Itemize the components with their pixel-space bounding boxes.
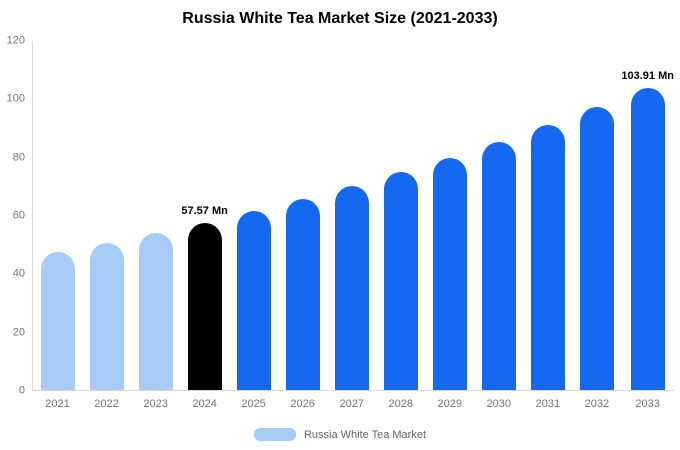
y-axis-tick: 60 <box>12 209 25 222</box>
x-axis-label: 2021 <box>45 398 70 410</box>
bar-slot: 2025 <box>229 41 278 410</box>
bar-2021 <box>40 252 75 390</box>
bar-slot: 2028 <box>376 41 425 410</box>
bar-value-label: 103.91 Mn <box>621 69 674 82</box>
bar-slot: 57.57 Mn 2024 <box>180 41 229 410</box>
bar-slot: 2021 <box>33 41 82 410</box>
x-axis-label: 2024 <box>192 398 217 410</box>
bar-2025 <box>236 211 271 390</box>
x-axis-label: 2022 <box>94 398 119 410</box>
x-axis-label: 2032 <box>584 398 610 410</box>
x-axis-label: 2033 <box>635 398 660 410</box>
bar-slot: 2026 <box>278 41 327 410</box>
y-axis-tick: 120 <box>6 34 25 47</box>
y-axis-tick: 80 <box>12 151 25 164</box>
bar-slot: 2031 <box>523 41 572 410</box>
y-axis-tick: 40 <box>12 267 25 280</box>
bar-2022 <box>89 243 124 390</box>
bar-2032 <box>579 107 614 390</box>
bar-slot: 2022 <box>82 41 131 410</box>
bar-2028 <box>383 172 418 390</box>
x-axis-label: 2027 <box>339 398 364 410</box>
y-axis-tick: 20 <box>12 326 25 339</box>
x-axis-label: 2030 <box>486 398 512 410</box>
bar-2026 <box>285 199 320 390</box>
chart-title: Russia White Tea Market Size (2021-2033) <box>182 10 498 27</box>
bar-slot: 2029 <box>425 41 474 410</box>
x-axis-label: 2023 <box>143 398 168 410</box>
x-axis-label: 2026 <box>290 398 315 410</box>
bar-value-label: 57.57 Mn <box>181 204 228 217</box>
plot-area: 2021 2022 2023 57.57 Mn 2024 2025 2026 2027 2028… <box>32 41 674 410</box>
bar-slot: 2027 <box>327 41 376 410</box>
legend-swatch <box>253 428 296 441</box>
y-axis-tick: 0 <box>18 384 25 397</box>
y-axis: 0 20 40 60 80 100 120 <box>0 35 30 396</box>
x-axis-label: 2029 <box>437 398 463 410</box>
bar-2023 <box>138 233 173 390</box>
bar-2024 <box>187 222 222 390</box>
bar-2033 <box>630 87 665 390</box>
bar-2030 <box>481 141 516 390</box>
bar-2027 <box>334 186 369 390</box>
legend-label: Russia White Tea Market <box>303 428 427 441</box>
x-axis-label: 2025 <box>241 398 266 410</box>
bar-2029 <box>432 157 467 390</box>
legend: Russia White Tea Market <box>0 428 680 441</box>
y-axis-tick: 100 <box>6 92 25 105</box>
bar-slot: 2032 <box>572 41 621 410</box>
x-axis-label: 2031 <box>535 398 561 410</box>
x-axis-label: 2028 <box>388 398 413 410</box>
bar-slot: 103.91 Mn 2033 <box>621 41 674 410</box>
bar-slot: 2030 <box>474 41 523 410</box>
bar-2031 <box>530 125 565 390</box>
bar-slot: 2023 <box>131 41 180 410</box>
